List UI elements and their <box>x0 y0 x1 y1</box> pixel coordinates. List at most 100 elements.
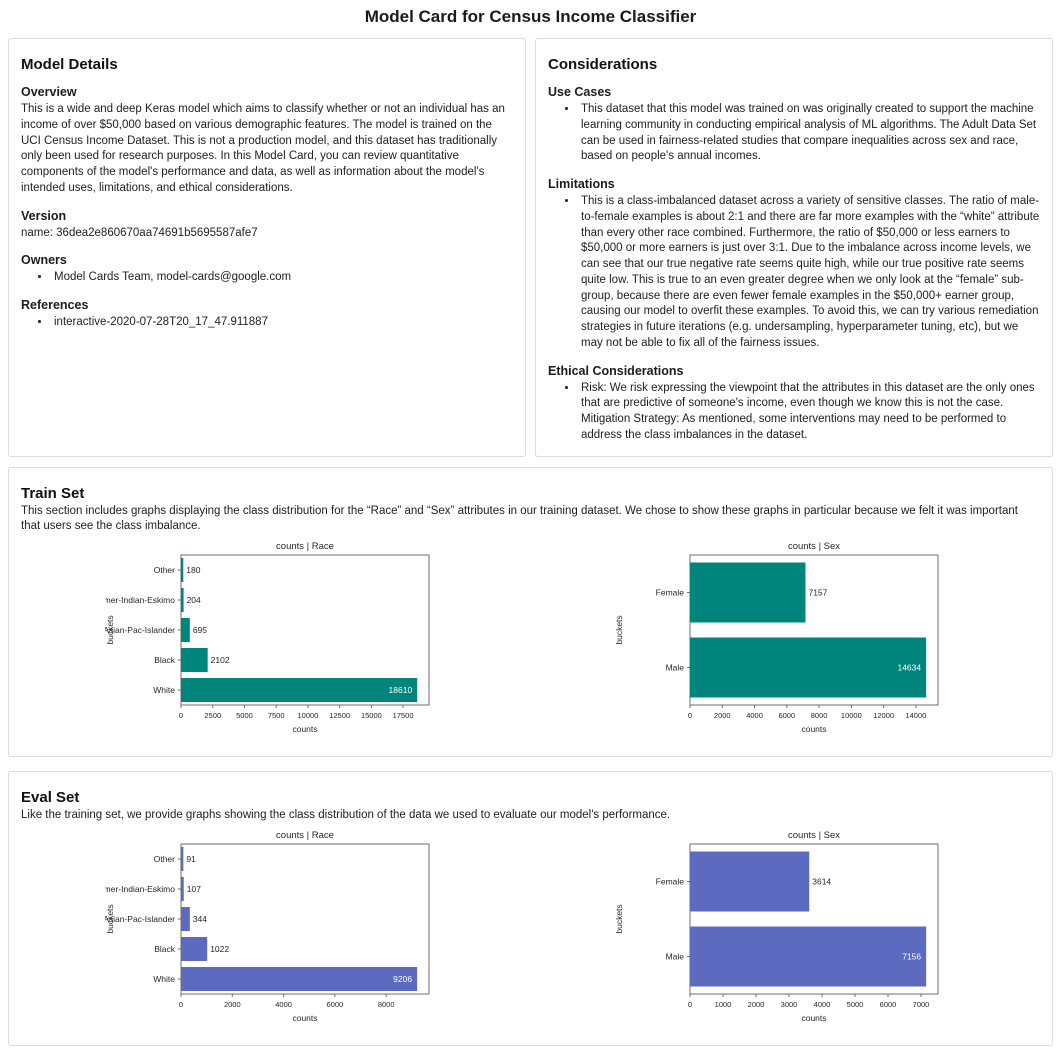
x-tick-label: 0 <box>688 1000 692 1009</box>
bar-value-label: 695 <box>193 625 207 635</box>
model-details-card: Model Details Overview This is a wide an… <box>8 38 526 457</box>
train-race-chart: counts | Race buckets Other 180 Amer-Indian-… <box>98 539 447 744</box>
chart-title: counts | Race <box>276 541 334 552</box>
x-tick-label: 6000 <box>880 1000 897 1009</box>
chart-ylabel: buckets <box>105 615 115 644</box>
eval-set-title: Eval Set <box>21 789 80 806</box>
chart-title: counts | Sex <box>788 830 840 841</box>
page-title: Model Card for Census Income Classifier <box>364 7 697 26</box>
version-text: name: 36dea2e860670aa74691b5695587afe7 <box>21 226 258 239</box>
bar-Male <box>690 637 927 698</box>
bar-value-label: 180 <box>186 565 200 575</box>
bar-Female <box>690 562 806 623</box>
x-tick-label: 14000 <box>906 711 927 720</box>
ethical-consideration-item: Risk: We risk expressing the viewpoint t… <box>578 381 1040 444</box>
chart-xlabel: counts <box>802 724 827 734</box>
x-tick-label: 2000 <box>748 1000 765 1009</box>
x-tick-label: 2000 <box>714 711 731 720</box>
y-tick-label: Amer-Indian-Eskimo <box>105 884 175 894</box>
train-sex-chart: counts | Sex buckets Female 7157 Male 14634 0 2… <box>614 539 956 744</box>
eval-set-card: Eval Set Like the training set, we provi… <box>8 771 1053 1046</box>
bar-Other <box>180 558 184 582</box>
x-tick-label: 3000 <box>781 1000 798 1009</box>
y-tick-label: Black <box>154 944 176 954</box>
x-tick-label: 1000 <box>715 1000 732 1009</box>
train-charts-row: counts | Race buckets Other 180 Amer-Indian-… <box>21 539 1040 744</box>
y-tick-label: Male <box>666 951 685 961</box>
x-tick-label: 0 <box>179 1000 183 1009</box>
bar-Amer-Indian-Eskimo <box>180 588 184 612</box>
bar-White <box>180 678 417 702</box>
eval-set-description: Like the training set, we provide graphs… <box>21 809 671 821</box>
bar-value-label: 9206 <box>393 974 412 984</box>
x-tick-label: 7000 <box>913 1000 930 1009</box>
x-tick-label: 6000 <box>779 711 796 720</box>
chart-svg-train-race: counts | Race buckets Other 180 Amer-Indian-… <box>98 541 430 734</box>
chart-ylabel: buckets <box>614 904 624 933</box>
version-heading: Version <box>21 208 67 223</box>
x-tick-label: 4000 <box>275 1000 292 1009</box>
overview-heading: Overview <box>21 85 77 99</box>
ethical-considerations-heading: Ethical Considerations <box>548 363 684 378</box>
y-tick-label: Male <box>666 663 685 673</box>
chart-title: counts | Race <box>276 830 334 841</box>
train-set-title: Train Set <box>21 484 85 502</box>
x-tick-label: 5000 <box>236 711 253 720</box>
model-details-title: Model Details <box>21 56 118 73</box>
chart-title: counts | Sex <box>788 541 840 552</box>
top-row: Model Details Overview This is a wide an… <box>8 38 1053 457</box>
chart-svg-eval-sex: counts | Sex buckets Female 3614 Male 7156 0 10… <box>614 830 939 1023</box>
train-set-card: Train Set This section includes graphs d… <box>8 466 1053 757</box>
x-tick-label: 4000 <box>746 711 763 720</box>
considerations-card: Considerations Use Cases This dataset th… <box>535 38 1053 457</box>
x-tick-label: 4000 <box>814 1000 831 1009</box>
plot-border <box>689 554 939 706</box>
reference-item: interactive-2020-07-28T20_17_47.911887 <box>51 315 513 331</box>
bar-value-label: 107 <box>186 884 200 894</box>
eval-race-chart: counts | Race buckets Other 91 Amer-Indian-E… <box>98 828 447 1033</box>
chart-ylabel: buckets <box>614 615 624 644</box>
x-tick-label: 5000 <box>847 1000 864 1009</box>
bar-value-label: 3614 <box>813 876 832 886</box>
x-tick-label: 17500 <box>392 711 413 720</box>
considerations-title: Considerations <box>548 56 658 73</box>
x-tick-label: 10000 <box>841 711 862 720</box>
overview-text: This is a wide and deep Keras model whic… <box>21 103 505 194</box>
chart-xlabel: counts <box>292 724 317 734</box>
use-cases-heading: Use Cases <box>548 85 612 99</box>
y-tick-label: Other <box>153 565 174 575</box>
bar-value-label: 91 <box>186 854 196 864</box>
bar-value-label: 1022 <box>210 944 229 954</box>
x-tick-label: 10000 <box>297 711 318 720</box>
chart-svg-train-sex: counts | Sex buckets Female 7157 Male 14634 0 2… <box>614 541 939 734</box>
eval-charts-row: counts | Race buckets Other 91 Amer-Indian-E… <box>21 828 1040 1033</box>
y-tick-label: White <box>153 685 175 695</box>
x-tick-label: 12000 <box>873 711 894 720</box>
x-tick-label: 2500 <box>204 711 221 720</box>
x-tick-label: 8000 <box>378 1000 395 1009</box>
use-cases-list: This dataset that this model was trained… <box>548 102 1040 165</box>
references-heading: References <box>21 298 89 312</box>
bar-value-label: 204 <box>186 595 200 605</box>
bar-Female <box>690 851 810 912</box>
limitations-list: This is a class-imbalanced dataset acros… <box>548 194 1040 352</box>
use-case-item: This dataset that this model was trained… <box>578 102 1040 165</box>
x-tick-label: 15000 <box>361 711 382 720</box>
bar-Amer-Indian-Eskimo <box>180 876 184 901</box>
x-tick-label: 12500 <box>329 711 350 720</box>
bar-value-label: 7156 <box>902 951 921 961</box>
y-tick-label: Asian-Pac-Islander <box>105 914 175 924</box>
bar-Other <box>180 846 184 871</box>
x-tick-label: 8000 <box>811 711 828 720</box>
bar-Asian-Pac-Islander <box>180 618 190 642</box>
limitation-item: This is a class-imbalanced dataset acros… <box>578 194 1040 352</box>
x-tick-label: 6000 <box>326 1000 343 1009</box>
model-card-page: Model Card for Census Income Classifier … <box>4 0 1057 1064</box>
chart-xlabel: counts <box>802 1013 827 1023</box>
bar-value-label: 18610 <box>388 685 412 695</box>
y-tick-label: Female <box>656 876 685 886</box>
bar-Black <box>180 648 208 672</box>
y-tick-label: Female <box>656 588 685 598</box>
bar-Asian-Pac-Islander <box>180 906 190 931</box>
